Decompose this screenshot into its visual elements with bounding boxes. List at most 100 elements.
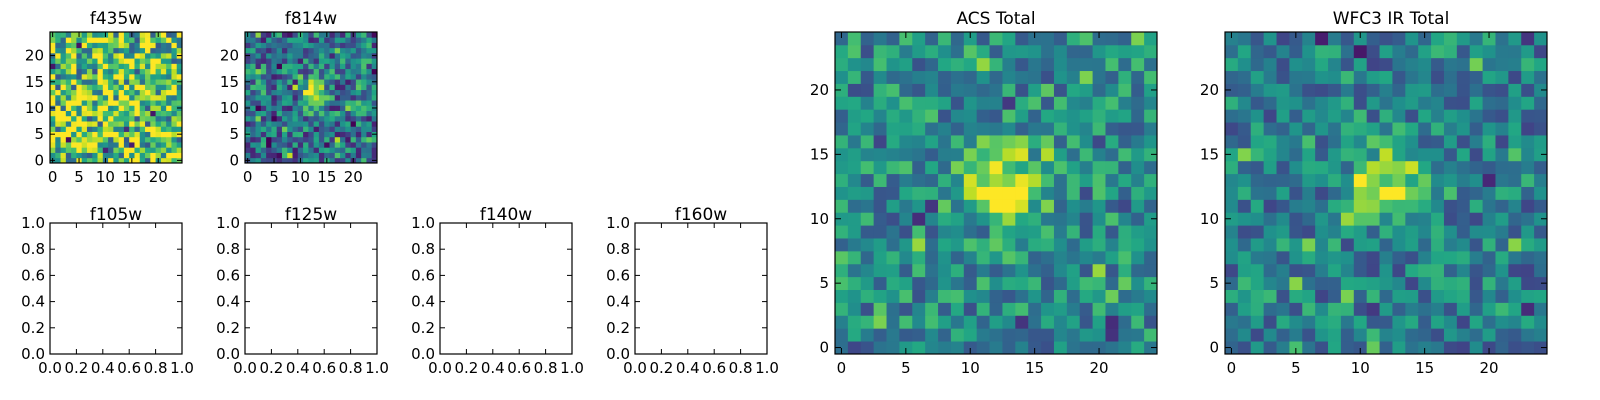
heatmap-cell (102, 79, 109, 85)
heatmap-cell (86, 126, 93, 132)
heatmap-cell (123, 126, 130, 132)
heatmap-cell (266, 63, 272, 70)
heatmap-cell (355, 58, 362, 64)
heatmap-cell (160, 131, 167, 138)
heatmap-cell (155, 63, 162, 70)
heatmap-cell (1131, 276, 1145, 290)
heatmap-cell (308, 47, 315, 54)
heatmap-cell (150, 84, 156, 91)
heatmap-cell (1379, 276, 1393, 290)
heatmap-cell (1431, 212, 1445, 226)
y-tick-label: 0.0 (21, 345, 45, 363)
heatmap-cell (260, 79, 267, 85)
heatmap-cell (899, 135, 913, 149)
heatmap-cell (260, 157, 267, 164)
heatmap-cell (313, 94, 320, 101)
x-tick-label: 20 (1479, 359, 1498, 377)
heatmap-cell (287, 58, 293, 64)
heatmap-cell (313, 110, 320, 117)
heatmap-cell (355, 136, 362, 143)
heatmap-cell (1066, 44, 1081, 59)
heatmap-cell (108, 110, 114, 117)
heatmap-cell (1118, 147, 1132, 162)
heatmap-cell (1379, 96, 1393, 110)
heatmap-cell (361, 58, 367, 64)
heatmap-cell (1131, 160, 1145, 175)
heatmap-cell (989, 109, 1003, 123)
heatmap-cell (1353, 122, 1368, 136)
heatmap-cell (873, 212, 887, 226)
heatmap-cell (139, 126, 146, 132)
heatmap-cell (76, 152, 83, 159)
heatmap-cell (334, 63, 341, 70)
heatmap-cell (71, 147, 77, 153)
heatmap-cell (292, 121, 299, 127)
heatmap-cell (912, 315, 926, 329)
heatmap-cell (976, 289, 990, 303)
heatmap-cell (129, 142, 135, 148)
heatmap-cell (371, 84, 378, 91)
heatmap-cell (989, 44, 1003, 59)
heatmap-cell (334, 136, 341, 143)
heatmap-cell (340, 100, 346, 106)
heatmap-cell (160, 126, 167, 132)
heatmap-cell (324, 105, 330, 111)
heatmap-cell (1276, 32, 1290, 46)
heatmap-cell (155, 115, 162, 122)
heatmap-cell (1225, 173, 1239, 187)
heatmap-cell (1405, 238, 1419, 252)
heatmap-cell (245, 110, 251, 117)
heatmap-cell (1392, 328, 1406, 342)
heatmap-cell (303, 115, 309, 122)
y-tick-label: 1.0 (21, 214, 45, 232)
heatmap-cell (292, 115, 299, 122)
heatmap-cell (1131, 70, 1145, 84)
heatmap-cell (345, 37, 351, 43)
heatmap-cell (1237, 83, 1252, 97)
heatmap-cell (899, 276, 913, 290)
heatmap-cell (355, 32, 362, 38)
heatmap-cell (97, 89, 104, 96)
heatmap-cell (1079, 289, 1093, 303)
heatmap-cell (361, 63, 367, 70)
heatmap-cell (97, 94, 104, 101)
heatmap-cell (938, 109, 952, 123)
heatmap-cell (123, 73, 130, 80)
heatmap-cell (976, 328, 990, 342)
heatmap-cell (366, 110, 373, 117)
heatmap-cell (271, 126, 278, 132)
panel-title-f435w: f435w (90, 9, 142, 29)
heatmap-cell (266, 58, 272, 64)
heatmap-cell (860, 173, 875, 187)
heatmap-cell (129, 73, 135, 80)
heatmap-cell (92, 142, 98, 148)
heatmap-cell (134, 142, 141, 148)
heatmap-cell (950, 135, 965, 149)
heatmap-cell (1521, 341, 1535, 355)
heatmap-cell (976, 147, 990, 162)
heatmap-cell (1328, 186, 1342, 200)
heatmap-cell (847, 44, 862, 59)
heatmap-cell (1250, 328, 1265, 342)
heatmap-cell (1237, 238, 1252, 252)
heatmap-cell (366, 105, 373, 111)
heatmap-cell (1340, 173, 1355, 187)
heatmap-cell (50, 68, 56, 75)
heatmap-cell (1366, 225, 1380, 239)
heatmap-cell (1237, 186, 1252, 200)
heatmap-cell (1443, 225, 1458, 239)
heatmap-cell (1028, 289, 1042, 303)
heatmap-cell (1092, 122, 1106, 136)
heatmap-cell (50, 152, 56, 159)
heatmap-cell (303, 121, 309, 127)
heatmap-cell (297, 152, 304, 159)
heatmap-cell (276, 32, 283, 38)
heatmap-cell (1456, 212, 1471, 226)
panel-f160w: 0.0 0.2 0.4 0.6 0.8 1.00.00.20.40.60.81.0 (606, 214, 779, 377)
heatmap-cell (345, 115, 351, 122)
heatmap-cell (281, 152, 288, 159)
heatmap-cell (925, 147, 939, 162)
heatmap-cell (1302, 173, 1316, 187)
heatmap-cell (150, 63, 156, 70)
heatmap-cell (1105, 212, 1119, 226)
